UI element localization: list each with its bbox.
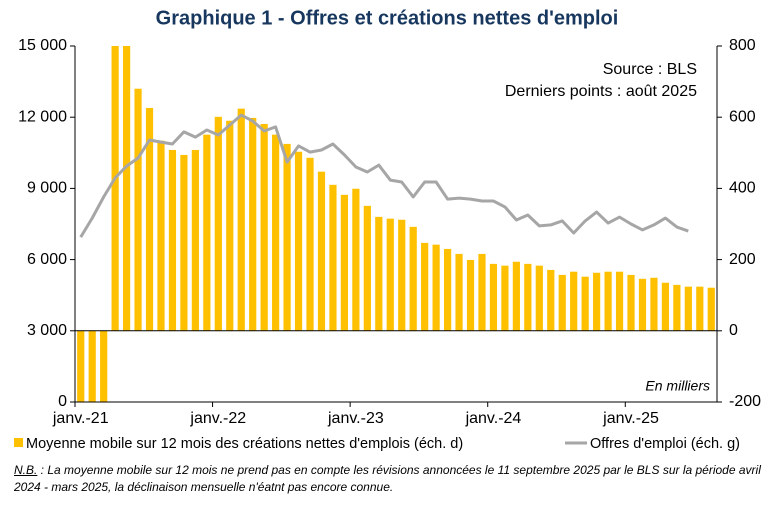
bar <box>489 263 498 331</box>
y-tick-label: 6 000 <box>27 251 67 268</box>
line <box>79 113 689 238</box>
bar <box>306 157 314 331</box>
bar <box>696 286 704 331</box>
bar <box>134 88 142 331</box>
bar <box>329 184 337 331</box>
bar <box>180 154 188 331</box>
y-tick-label: 9 000 <box>27 180 67 197</box>
plot-area <box>77 46 715 402</box>
y-tick-label: 0 <box>58 393 67 410</box>
legend-label: Offres d'emploi (éch. g) <box>590 436 740 452</box>
bar <box>478 253 486 331</box>
bar <box>168 149 177 331</box>
bar <box>512 261 520 331</box>
bar <box>638 278 647 331</box>
annotation: Derniers points : août 2025 <box>505 83 697 100</box>
bar <box>398 219 406 331</box>
chart: Graphique 1 - Offres et créations nettes… <box>14 7 761 452</box>
bar <box>363 205 371 331</box>
bar <box>455 253 463 331</box>
bar <box>661 282 670 331</box>
legend-label: Moyenne mobile sur 12 mois des créations… <box>26 436 463 452</box>
y-tick-label: 3 000 <box>27 322 67 339</box>
bar <box>340 194 349 331</box>
bar <box>386 218 394 331</box>
bar <box>443 248 452 331</box>
bar <box>157 140 165 331</box>
x-tick-label: janv.-23 <box>327 410 384 427</box>
bar <box>409 226 417 331</box>
bar <box>604 271 612 331</box>
bar <box>111 46 119 331</box>
y2-tick-label: 0 <box>729 322 738 339</box>
bar <box>88 330 96 402</box>
bar <box>100 330 108 402</box>
x-tick-label: janv.-25 <box>602 410 659 427</box>
bar <box>226 120 234 331</box>
bar <box>317 171 326 331</box>
y2-tick-label: -200 <box>729 393 761 410</box>
bar <box>283 143 291 331</box>
chart-title: Graphique 1 - Offres et créations nettes… <box>156 7 619 29</box>
bar <box>650 277 658 331</box>
bar <box>535 265 543 331</box>
bar <box>294 151 303 331</box>
bar <box>249 117 257 331</box>
footnote: N.B. : La moyenne mobile sur 12 mois ne … <box>14 462 764 496</box>
bar <box>375 216 383 331</box>
bar <box>237 108 245 331</box>
bar <box>145 107 154 331</box>
bar <box>524 263 532 331</box>
bar <box>203 134 211 331</box>
x-tick-label: janv.-24 <box>465 410 522 427</box>
bar <box>707 287 715 331</box>
bar <box>421 242 429 331</box>
annotation: En milliers <box>645 378 710 394</box>
y2-tick-label: 400 <box>729 180 756 197</box>
y2-tick-label: 600 <box>729 108 756 125</box>
note-label: N.B. <box>14 463 38 477</box>
bar <box>272 134 280 331</box>
legend-swatch <box>14 438 23 447</box>
x-tick-label: janv.-22 <box>189 410 246 427</box>
bar <box>593 272 601 331</box>
bar <box>432 244 440 331</box>
bar <box>684 286 692 331</box>
bar <box>581 276 589 331</box>
bar <box>673 284 681 331</box>
bar <box>352 188 360 331</box>
bar <box>627 274 635 331</box>
bar <box>570 271 578 331</box>
bar <box>615 271 624 331</box>
bar <box>501 265 509 331</box>
y2-tick-label: 800 <box>729 37 756 54</box>
bar <box>547 269 555 331</box>
note-text: : La moyenne mobile sur 12 mois ne prend… <box>14 463 761 494</box>
bar <box>191 149 199 331</box>
bar <box>122 46 131 331</box>
y2-tick-label: 200 <box>729 251 756 268</box>
bar <box>214 116 222 331</box>
bar <box>77 330 85 402</box>
y-tick-label: 15 000 <box>18 37 67 54</box>
bar <box>260 123 268 331</box>
x-tick-label: janv.-21 <box>52 410 109 427</box>
annotation: Source : BLS <box>603 61 697 78</box>
bar <box>466 259 475 331</box>
y-tick-label: 12 000 <box>18 108 67 125</box>
bar <box>558 274 566 331</box>
